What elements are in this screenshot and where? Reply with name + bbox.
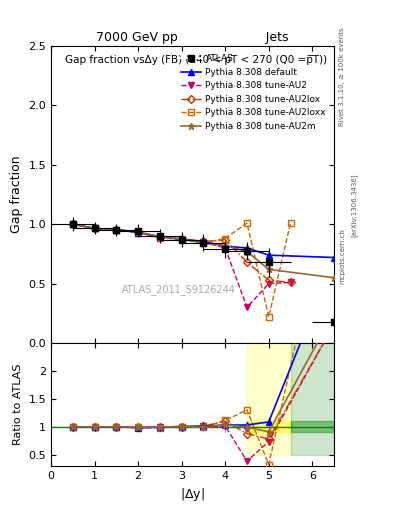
- Bar: [290, 421, 334, 433]
- Bar: [247, 343, 290, 455]
- Y-axis label: Ratio to ATLAS: Ratio to ATLAS: [13, 364, 23, 445]
- Y-axis label: Gap fraction: Gap fraction: [10, 156, 23, 233]
- Text: Gap fraction vsΔy (FB) (240 < pT < 270 (Q0 =p̅T)): Gap fraction vsΔy (FB) (240 < pT < 270 (…: [65, 55, 327, 65]
- Title: 7000 GeV pp                      Jets: 7000 GeV pp Jets: [96, 31, 289, 44]
- Bar: [247, 421, 290, 433]
- Text: Rivet 3.1.10, ≥ 100k events: Rivet 3.1.10, ≥ 100k events: [339, 28, 345, 126]
- Legend: ATLAS, Pythia 8.308 default, Pythia 8.308 tune-AU2, Pythia 8.308 tune-AU2lox, Py: ATLAS, Pythia 8.308 default, Pythia 8.30…: [177, 51, 330, 134]
- Bar: [290, 343, 334, 455]
- Text: mcplots.cern.ch: mcplots.cern.ch: [339, 228, 345, 284]
- Text: ATLAS_2011_S9126244: ATLAS_2011_S9126244: [121, 284, 235, 295]
- Text: [arXiv:1306.3436]: [arXiv:1306.3436]: [350, 173, 357, 237]
- X-axis label: |$\Delta$y|: |$\Delta$y|: [180, 486, 205, 503]
